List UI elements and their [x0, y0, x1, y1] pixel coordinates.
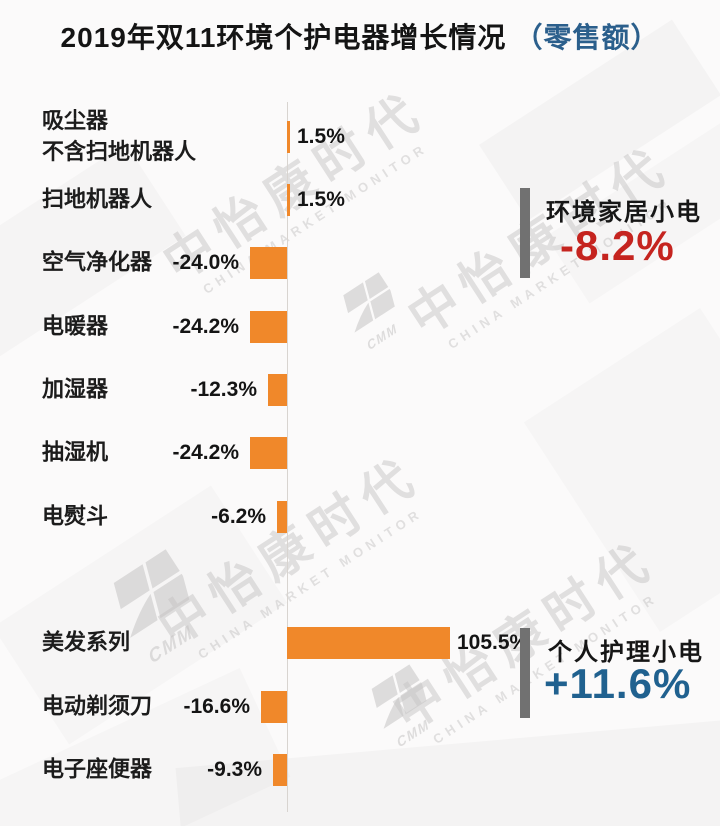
bar	[277, 501, 287, 533]
group-divider-bar-personal	[520, 628, 530, 718]
bar	[287, 121, 290, 153]
value-label: 1.5%	[297, 125, 345, 148]
watermark-cmm-logo-icon: CMM	[322, 268, 413, 361]
value-label: -16.6%	[183, 695, 250, 718]
group-label-personal: 个人护理小电	[548, 639, 704, 666]
bar	[250, 247, 287, 279]
bar	[287, 184, 290, 216]
bar	[250, 437, 287, 469]
group-divider-bar-env	[520, 188, 530, 278]
category-label: 电熨斗	[42, 503, 109, 529]
category-label: 美发系列	[42, 629, 131, 655]
category-label: 扫地机器人	[42, 186, 153, 212]
group-value-env: -8.2%	[560, 222, 675, 269]
category-label: 抽湿机	[42, 439, 109, 465]
bar	[261, 691, 287, 723]
category-label: 电动剃须刀	[42, 693, 153, 719]
zero-axis-line	[287, 102, 288, 812]
group-label-env: 环境家居小电	[546, 199, 702, 226]
bar	[273, 754, 287, 786]
chart-title: 2019年双11环境个护电器增长情况 （零售额）	[0, 16, 720, 56]
value-label: -24.0%	[172, 251, 239, 274]
chart-title-suffix: （零售额）	[514, 22, 660, 53]
chart-title-main: 2019年双11环境个护电器增长情况	[60, 22, 507, 53]
value-label: -24.2%	[172, 315, 239, 338]
category-label: 电暖器	[42, 313, 109, 339]
bar	[287, 627, 450, 659]
bar	[250, 311, 287, 343]
category-label: 电子座便器	[42, 756, 153, 782]
value-label: -12.3%	[190, 378, 257, 401]
category-label: 加湿器	[42, 376, 109, 402]
value-label: -9.3%	[207, 758, 262, 781]
watermark-cmm-logo-icon: CMM	[349, 660, 446, 760]
value-label: 1.5%	[297, 188, 345, 211]
bar	[268, 374, 287, 406]
group-value-personal: +11.6%	[544, 660, 692, 707]
value-label: -6.2%	[211, 505, 266, 528]
category-label: 吸尘器 不含扫地机器人	[42, 108, 197, 164]
value-label: -24.2%	[172, 441, 239, 464]
value-label: 105.5%	[457, 631, 529, 654]
category-label: 空气净化器	[42, 249, 153, 275]
